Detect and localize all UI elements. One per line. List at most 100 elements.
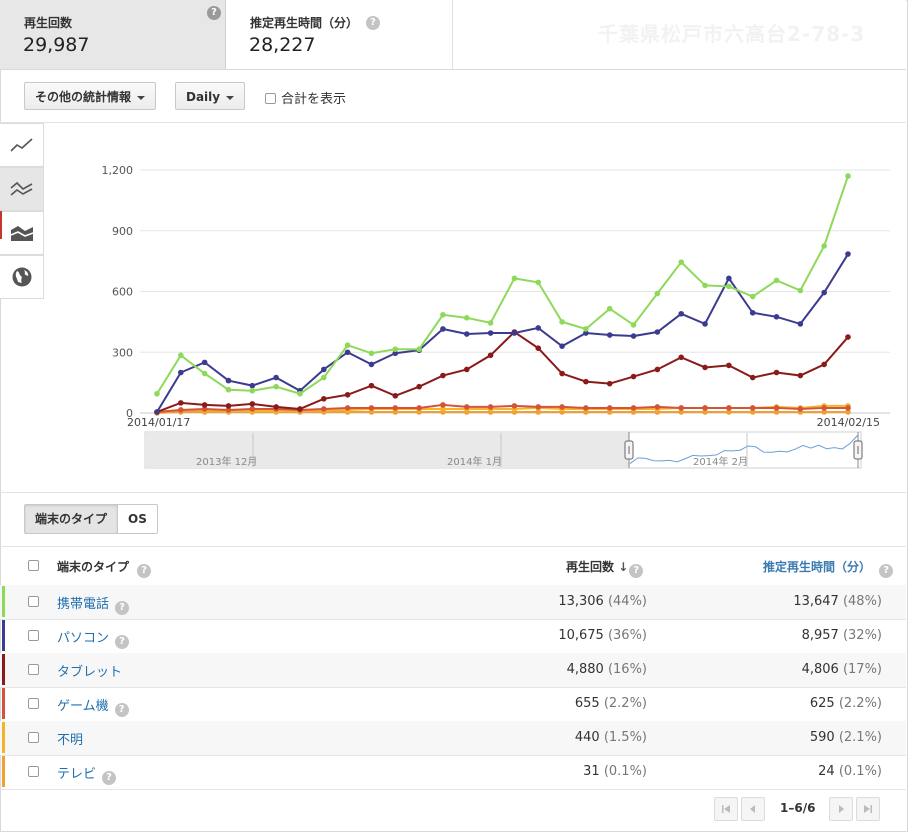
column-header-watch-time[interactable]: 推定再生時間（分） ? (763, 558, 894, 578)
data-point (392, 392, 399, 399)
device-type-link[interactable]: 携帯電話? (57, 593, 130, 615)
watch-time-cell: 590 (2.1%) (810, 730, 882, 745)
series-color-bar (2, 620, 5, 651)
stacked-area-chart-icon (10, 226, 33, 241)
help-icon[interactable]: ? (629, 564, 644, 578)
help-icon[interactable]: ? (207, 6, 221, 20)
row-checkbox[interactable] (28, 630, 39, 641)
table-row: パソコン? 10,675 (36%) 8,957 (32%) (0, 619, 906, 654)
help-icon[interactable]: ? (115, 601, 130, 615)
chart-controls: その他の統計情報 Daily 合計を表示 (0, 70, 906, 123)
data-point (535, 325, 542, 331)
tab-device-type[interactable]: 端末のタイプ (25, 505, 119, 533)
series-line (156, 253, 849, 413)
column-header-device-type[interactable]: 端末のタイプ ? (57, 558, 152, 578)
data-point (749, 409, 756, 415)
multi-line-chart-button[interactable] (0, 167, 44, 211)
data-point (821, 361, 827, 368)
data-point (773, 409, 780, 415)
data-point (583, 405, 589, 411)
views-value: 440 (574, 730, 600, 745)
show-total-checkbox[interactable] (265, 93, 276, 104)
device-type-label: タブレット (57, 665, 123, 680)
data-point (702, 321, 708, 327)
data-point (559, 343, 565, 349)
next-page-icon (839, 805, 844, 813)
line-chart-icon (9, 138, 33, 152)
y-tick-label: 900 (112, 225, 133, 238)
data-point (773, 277, 780, 284)
first-page-icon (722, 805, 730, 813)
show-total-toggle[interactable]: 合計を表示 (265, 88, 346, 107)
navigator-month-label: 2013年 12月 (196, 455, 257, 468)
data-point (440, 326, 446, 332)
column-header-views[interactable]: 再生回数 ↓? (566, 558, 644, 578)
data-point (630, 373, 637, 380)
device-type-link[interactable]: ゲーム機? (57, 695, 129, 717)
device-type-link[interactable]: タブレット (57, 661, 122, 680)
dropdown-label: その他の統計情報 (35, 90, 132, 104)
help-icon[interactable]: ? (137, 564, 152, 578)
data-point (249, 401, 256, 407)
views-value: 655 (574, 696, 600, 711)
table-row: テレビ? 31 (0.1%) 24 (0.1%) (0, 755, 906, 790)
watch-time-percent: (17%) (842, 662, 882, 677)
line-chart-button[interactable] (0, 123, 44, 167)
table-row: ゲーム機? 655 (2.2%) 625 (2.2%) (0, 687, 906, 722)
help-icon[interactable]: ? (879, 564, 894, 578)
data-point (225, 386, 232, 393)
device-type-link[interactable]: パソコン? (57, 627, 130, 649)
data-point (225, 377, 232, 384)
more-stats-dropdown[interactable]: その他の統計情報 (24, 82, 157, 110)
views-cell: 31 (0.1%) (583, 764, 647, 779)
tab-os[interactable]: OS (128, 512, 147, 526)
data-point (487, 320, 494, 326)
device-type-label: テレビ (57, 767, 97, 782)
help-icon[interactable]: ? (366, 16, 380, 30)
device-type-link[interactable]: テレビ? (57, 763, 117, 785)
map-chart-button[interactable] (0, 255, 44, 299)
metric-tab-views[interactable]: 再生回数 29,987 ? (0, 0, 226, 69)
first-page-button[interactable] (714, 797, 738, 821)
series-color-bar (2, 586, 5, 617)
last-page-button[interactable] (856, 797, 880, 821)
data-point (344, 342, 351, 348)
navigator-month-label: 2014年 2月 (693, 455, 748, 468)
help-icon[interactable]: ? (115, 635, 130, 649)
stacked-area-chart-button[interactable] (0, 211, 44, 255)
views-percent: (36%) (607, 628, 647, 643)
help-icon[interactable]: ? (102, 771, 117, 785)
help-icon[interactable]: ? (114, 703, 129, 717)
previous-page-button[interactable] (741, 797, 765, 821)
data-point (749, 293, 756, 300)
data-point (726, 362, 732, 369)
interval-dropdown[interactable]: Daily (175, 82, 246, 110)
data-point (368, 382, 375, 389)
data-point (273, 383, 279, 390)
row-checkbox[interactable] (28, 698, 39, 709)
select-all-checkbox[interactable] (28, 560, 39, 571)
dropdown-label: Daily (186, 90, 221, 104)
next-page-button[interactable] (829, 797, 853, 821)
views-percent: (1.5%) (603, 730, 647, 745)
chevron-down-icon (226, 95, 235, 100)
data-point (344, 349, 351, 356)
data-point (249, 382, 256, 389)
column-label: 推定再生時間（分） (763, 560, 872, 574)
metric-tab-watch-time[interactable]: 推定再生時間（分） ? 28,227 (226, 0, 453, 69)
data-point (320, 396, 327, 402)
row-checkbox[interactable] (28, 766, 39, 777)
data-point (487, 352, 494, 359)
data-point (392, 350, 399, 357)
y-tick-label: 0 (126, 407, 133, 420)
row-checkbox[interactable] (28, 596, 39, 607)
data-point (749, 309, 756, 316)
table-header: 端末のタイプ ? 再生回数 ↓? 推定再生時間（分） ? (0, 546, 906, 586)
data-point (320, 374, 327, 381)
row-checkbox[interactable] (28, 664, 39, 675)
data-point (535, 409, 542, 415)
data-point (702, 405, 708, 411)
device-type-link[interactable]: 不明 (57, 729, 83, 748)
row-checkbox[interactable] (28, 732, 39, 743)
